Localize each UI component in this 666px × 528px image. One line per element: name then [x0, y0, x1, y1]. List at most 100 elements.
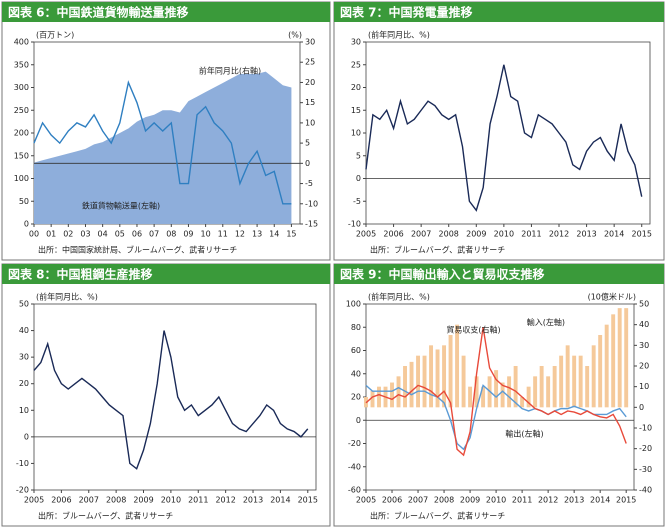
- y2-tick-label: 20: [639, 362, 649, 371]
- bar: [422, 355, 427, 408]
- y2-tick-label: -30: [639, 465, 652, 474]
- x-tick-label: 2006: [383, 230, 403, 239]
- y2-tick-label: 5: [305, 139, 310, 148]
- y-tick-label: 0: [356, 416, 361, 425]
- bar: [396, 376, 401, 408]
- bar: [591, 345, 596, 408]
- source: 出所：ブルームバーグ、武者リサーチ: [370, 511, 505, 521]
- x-tick-label: 2012: [549, 230, 569, 239]
- y-tick-label: 0: [24, 220, 29, 229]
- y2-tick-label: 0: [639, 403, 644, 412]
- x-tick-label: 11: [218, 230, 228, 239]
- y-tick-label: -60: [348, 486, 361, 495]
- y-tick-label: 25: [351, 60, 361, 69]
- y2-tick-label: -20: [639, 444, 652, 453]
- bar: [585, 366, 590, 408]
- bar: [539, 366, 544, 408]
- bar: [416, 355, 420, 408]
- x-tick-label: 2011: [188, 496, 208, 505]
- bar: [604, 324, 609, 408]
- bar: [533, 376, 538, 408]
- y2-tick-label: -15: [305, 220, 318, 229]
- y-tick-label: 0: [24, 432, 29, 441]
- bar: [546, 376, 551, 408]
- y2-tick-label: 15: [305, 98, 315, 107]
- y-unit: (前年同月比、%): [368, 30, 430, 40]
- panel-header: [334, 2, 664, 22]
- y2-tick-label: -40: [639, 486, 652, 495]
- source: 出所：ブルームバーグ、武者リサーチ: [370, 245, 505, 255]
- x-tick-label: 2015: [616, 496, 636, 505]
- bar: [624, 308, 629, 408]
- y2-tick-label: 40: [639, 320, 649, 329]
- x-tick-label: 2014: [270, 496, 290, 505]
- line: [365, 64, 643, 212]
- bar: [559, 355, 564, 408]
- y-tick-label: 150: [14, 151, 29, 160]
- x-tick-label: 2015: [298, 496, 318, 505]
- y2-tick-label: 50: [639, 300, 649, 309]
- x-tick-label: 10: [201, 230, 211, 239]
- series-label: 前年同月比(右軸): [199, 66, 261, 76]
- y-tick-label: 100: [14, 174, 29, 183]
- bar: [429, 345, 434, 408]
- y-tick-label: 10: [351, 129, 361, 138]
- x-tick-label: 2005: [356, 230, 376, 239]
- y-tick-label: 15: [351, 106, 361, 115]
- x-tick-label: 2006: [382, 496, 402, 505]
- source: 出所：ブルームバーグ、武者リサーチ: [38, 511, 173, 521]
- x-tick-label: 02: [63, 230, 73, 239]
- y-tick-label: 50: [19, 197, 29, 206]
- x-tick-label: 2007: [79, 496, 99, 505]
- y2-unit: (%): [288, 31, 302, 40]
- x-tick-label: 2005: [356, 496, 376, 505]
- y-tick-label: -20: [348, 439, 361, 448]
- x-tick-label: 2012: [538, 496, 558, 505]
- x-tick-label: 2013: [564, 496, 584, 505]
- x-tick-label: 2010: [494, 230, 514, 239]
- y2-tick-label: 20: [305, 78, 315, 87]
- bar: [474, 376, 479, 408]
- chart-title: 図表 6：中国鉄道貨物輸送量推移: [8, 5, 189, 20]
- y-unit: (前年同月比、%): [368, 292, 430, 302]
- y-tick-label: 40: [19, 326, 29, 335]
- bar: [552, 366, 557, 408]
- y-tick-label: 0: [356, 174, 361, 183]
- bar: [370, 390, 375, 408]
- x-tick-label: 15: [286, 230, 296, 239]
- y-tick-label: -20: [16, 486, 29, 495]
- x-tick-label: 03: [80, 230, 90, 239]
- bar: [409, 361, 414, 408]
- bar: [565, 345, 570, 408]
- y-unit: (百万トン): [36, 31, 74, 40]
- bar: [578, 355, 583, 408]
- bar: [481, 386, 486, 408]
- bar: [468, 386, 473, 408]
- x-tick-label: 2010: [161, 496, 181, 505]
- y-tick-label: 350: [14, 60, 29, 69]
- bar: [448, 335, 453, 408]
- x-tick-label: 09: [183, 230, 193, 239]
- x-tick-label: 2006: [51, 496, 71, 505]
- bar: [377, 386, 381, 408]
- y-tick-label: 400: [14, 38, 29, 47]
- bar: [611, 314, 616, 408]
- chart-title: 図表 9：中国輸出輸入と貿易収支推移: [340, 267, 545, 282]
- plot-area: [33, 303, 317, 491]
- x-tick-label: 2009: [460, 496, 480, 505]
- y-tick-label: 20: [351, 83, 361, 92]
- series-label: 輸入(左軸): [527, 317, 565, 327]
- y-tick-label: -10: [348, 220, 361, 229]
- bar: [442, 345, 447, 408]
- y2-tick-label: 25: [305, 58, 315, 67]
- y-tick-label: 80: [351, 323, 361, 332]
- y-unit: (前年同月比、%): [36, 292, 98, 302]
- plot-area: [365, 41, 651, 225]
- bar: [390, 382, 394, 408]
- x-tick-label: 04: [98, 230, 108, 239]
- bar: [520, 397, 525, 408]
- x-tick-label: 2013: [243, 496, 263, 505]
- x-tick-label: 2007: [411, 230, 431, 239]
- y-tick-label: 30: [351, 38, 361, 47]
